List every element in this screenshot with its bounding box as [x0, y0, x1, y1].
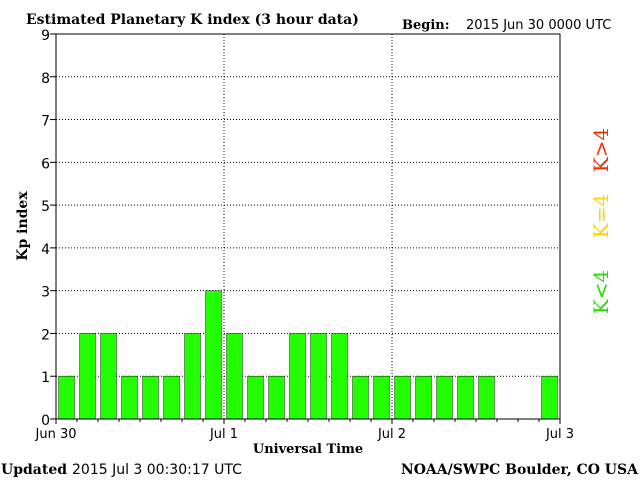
plot-area: 0 1 2 3 4 5 6 7 8 9 Jun 30 Jul 1 Jul 2 Jul 3: [35, 28, 575, 442]
legend-k-below-4: K<4: [589, 270, 613, 314]
y-axis-title: Kp index: [15, 191, 31, 261]
kp-bar: [247, 376, 264, 420]
source-credit: NOAA/SWPC Boulder, CO USA: [401, 462, 639, 478]
kp-bar: [457, 376, 474, 420]
chart-title: Estimated Planetary K index (3 hour data…: [26, 12, 359, 28]
plot-frame: [55, 33, 561, 420]
y-tick-label: 4: [41, 242, 50, 258]
kp-bar: [310, 333, 327, 420]
y-tick-label: 6: [41, 156, 50, 172]
kp-bar: [205, 290, 222, 420]
x-tick-label: Jul 2: [377, 427, 406, 442]
kp-bar: [100, 333, 117, 420]
x-axis-title: Universal Time: [253, 442, 363, 457]
kp-bar: [373, 376, 390, 420]
legend: K>4 K=4 K<4: [589, 128, 613, 314]
y-tick-label: 3: [41, 285, 50, 301]
y-tick-label: 2: [41, 327, 50, 343]
y-tick-label: 0: [41, 413, 50, 429]
kp-bar: [142, 376, 159, 420]
kp-bar: [289, 333, 306, 420]
kp-bar: [163, 376, 180, 420]
begin-label: Begin:: [402, 18, 450, 33]
y-tick-label: 8: [41, 71, 50, 87]
y-tick-label: 9: [41, 28, 50, 44]
x-tick-label: Jul 1: [209, 427, 238, 442]
kp-bar: [415, 376, 432, 420]
x-tick-label: Jun 30: [35, 427, 77, 442]
kp-bar: [184, 333, 201, 420]
legend-k-above-4: K>4: [589, 128, 613, 172]
kp-bar: [121, 376, 138, 420]
kp-bar: [79, 333, 96, 420]
kp-bar: [331, 333, 348, 420]
kp-bar: [478, 376, 495, 420]
kp-bar: [541, 376, 558, 420]
kp-bar: [394, 376, 411, 420]
kp-bar: [352, 376, 369, 420]
y-tick-label: 7: [41, 114, 50, 130]
y-tick-label: 5: [41, 199, 50, 215]
y-tick-label: 1: [41, 370, 50, 386]
x-tick-label: Jul 3: [545, 427, 574, 442]
kp-bar: [58, 376, 75, 420]
legend-k-equals-4: K=4: [589, 194, 613, 238]
updated-label: Updated: [1, 462, 67, 478]
kp-bar: [268, 376, 285, 420]
kp-bar: [226, 333, 243, 420]
begin-value: 2015 Jun 30 0000 UTC: [466, 18, 611, 33]
updated-value: 2015 Jul 3 00:30:17 UTC: [72, 462, 242, 478]
kp-bar: [436, 376, 453, 420]
